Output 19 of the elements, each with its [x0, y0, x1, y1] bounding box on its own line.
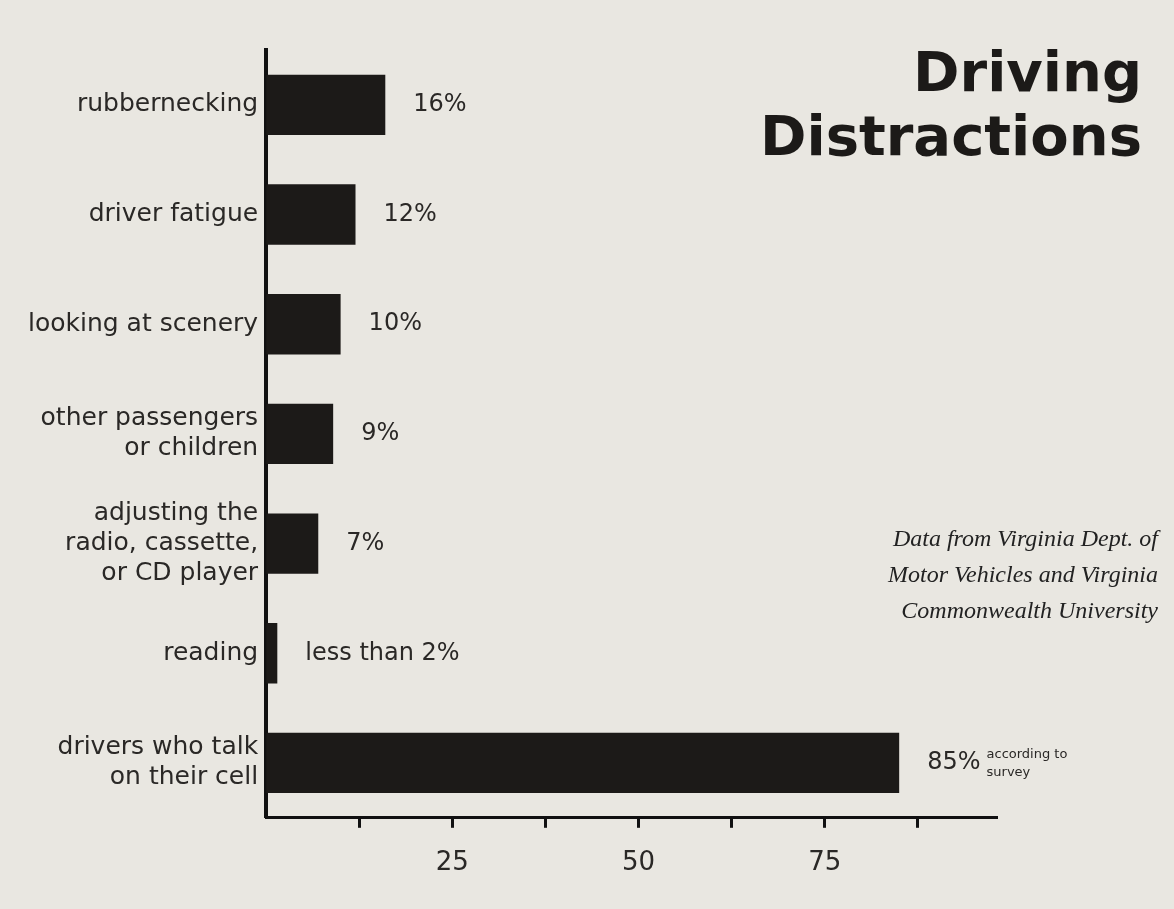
y-tick-label: looking at scenery — [28, 307, 259, 337]
x-tick-label: 25 — [435, 846, 469, 877]
annotation: according to survey — [986, 746, 1068, 780]
y-tick-label: adjusting the radio, cassette, or CD player — [65, 497, 259, 587]
x-tick-label: 75 — [808, 846, 842, 877]
y-tick-label: drivers who talk on their cell — [57, 731, 259, 791]
chart-title: Driving Distractions — [758, 39, 1142, 169]
y-tick-label: rubbernecking — [76, 88, 259, 118]
y-tick-label: other passengers or children — [40, 402, 259, 462]
data-label: 85% — [927, 747, 981, 776]
data-label: 9% — [361, 418, 400, 447]
x-tick-label: 50 — [621, 846, 656, 877]
data-label: 12% — [383, 198, 437, 227]
data-label: 16% — [413, 89, 467, 118]
data-label: 7% — [346, 527, 385, 556]
y-tick-label: reading — [163, 636, 259, 666]
y-tick-label: driver fatigue — [88, 198, 259, 228]
data-label: 10% — [368, 308, 422, 337]
data-label: less than 2% — [305, 637, 460, 666]
